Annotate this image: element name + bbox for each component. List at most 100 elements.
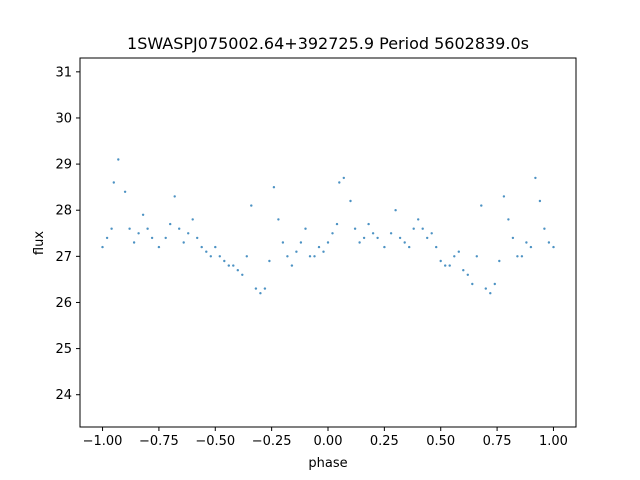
data-point	[534, 176, 537, 180]
data-point	[182, 241, 185, 244]
data-point	[529, 245, 533, 249]
data-point	[187, 232, 190, 235]
data-point	[286, 255, 289, 258]
data-point	[466, 273, 469, 276]
data-point	[322, 250, 325, 253]
data-point	[214, 245, 217, 249]
data-point	[403, 241, 406, 244]
data-point	[489, 292, 492, 295]
data-point	[123, 190, 127, 193]
y-tick-label: 31	[55, 65, 72, 80]
data-point	[462, 269, 465, 272]
data-point	[362, 236, 366, 240]
data-point	[430, 232, 433, 235]
data-point	[439, 259, 442, 263]
data-point	[389, 232, 393, 235]
data-point	[232, 264, 235, 267]
data-point	[259, 292, 262, 295]
y-tick-label: 29	[55, 158, 72, 173]
data-point	[493, 282, 496, 286]
x-tick-label: 0.25	[370, 434, 399, 449]
x-tick-label: −0.75	[139, 434, 179, 449]
y-tick-label: 24	[55, 388, 72, 403]
data-point	[338, 181, 341, 184]
data-point	[507, 218, 510, 221]
data-point	[169, 222, 172, 226]
y-tick-label: 30	[55, 111, 72, 126]
data-point	[426, 236, 429, 240]
data-point	[408, 245, 411, 249]
y-tick-label: 27	[55, 250, 72, 265]
data-point	[146, 227, 149, 230]
data-point	[128, 227, 131, 230]
data-point	[141, 213, 145, 216]
data-point	[304, 227, 307, 230]
x-axis-label: phase	[308, 456, 347, 471]
x-tick-label: 0.00	[314, 434, 343, 449]
y-tick-label: 26	[55, 296, 72, 311]
chart-title: 1SWASPJ075002.64+392725.9 Period 5602839…	[127, 34, 529, 53]
data-point	[245, 255, 248, 258]
data-point	[326, 241, 330, 244]
data-point	[417, 218, 420, 221]
data-point	[471, 282, 474, 286]
x-tick-label: −0.25	[252, 434, 292, 449]
data-point	[502, 195, 506, 198]
data-point	[342, 176, 345, 180]
y-tick-label: 25	[55, 342, 72, 357]
data-point	[331, 232, 334, 235]
data-point	[453, 255, 456, 258]
data-point	[132, 241, 136, 244]
data-point	[227, 264, 230, 267]
data-point	[398, 236, 402, 240]
data-point	[281, 241, 285, 244]
data-point	[117, 158, 120, 161]
data-point	[137, 232, 140, 235]
y-tick-label: 28	[55, 204, 72, 219]
data-point	[209, 255, 212, 258]
data-point	[538, 199, 542, 203]
y-axis: 24 25 26 27 28 29 30 31	[55, 65, 80, 403]
data-point	[272, 186, 276, 189]
data-point	[475, 255, 478, 258]
data-point	[371, 232, 375, 235]
data-point	[335, 222, 339, 226]
data-point	[349, 199, 352, 203]
data-point	[444, 264, 447, 267]
data-point	[457, 250, 460, 253]
data-point	[191, 218, 194, 221]
data-point	[367, 222, 370, 226]
data-point	[200, 245, 203, 249]
data-point	[236, 269, 239, 272]
data-point	[552, 245, 555, 249]
data-point	[511, 236, 515, 240]
data-point	[525, 241, 528, 244]
data-point	[290, 264, 294, 267]
data-point	[110, 227, 113, 230]
x-tick-label: 0.75	[483, 434, 512, 449]
data-point	[178, 227, 181, 230]
x-tick-label: −1.00	[83, 434, 123, 449]
x-tick-label: −0.50	[195, 434, 235, 449]
data-point	[435, 245, 438, 249]
data-point	[484, 287, 487, 290]
data-point	[412, 227, 415, 230]
data-point	[480, 204, 483, 207]
data-point	[164, 236, 167, 240]
data-point	[308, 255, 312, 258]
data-point	[112, 181, 116, 184]
data-point	[295, 250, 298, 253]
x-axis: −1.00 −0.75 −0.50 −0.25 0.00 0.25 0.50 0.75 1.00	[83, 427, 568, 449]
x-tick-label: 1.00	[539, 434, 568, 449]
data-point	[394, 209, 397, 212]
data-point	[157, 245, 161, 249]
data-point	[516, 255, 519, 258]
data-point	[353, 227, 357, 230]
data-point	[241, 273, 244, 276]
data-point	[173, 195, 176, 198]
data-points	[101, 158, 555, 295]
data-point	[358, 241, 361, 244]
data-point	[101, 245, 104, 249]
data-point	[299, 241, 303, 244]
